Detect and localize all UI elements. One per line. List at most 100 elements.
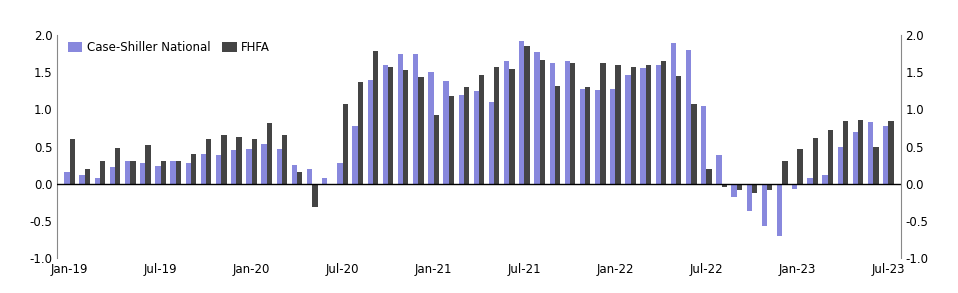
Bar [64, 173, 70, 184]
Bar [479, 74, 485, 184]
Bar [570, 63, 576, 184]
Bar [630, 67, 636, 184]
Bar [808, 178, 812, 184]
Bar [175, 161, 181, 184]
Legend: Case-Shiller National, FHFA: Case-Shiller National, FHFA [63, 37, 275, 59]
Bar [737, 184, 742, 190]
Bar [837, 146, 843, 184]
Bar [473, 91, 479, 184]
Bar [721, 184, 727, 187]
Bar [95, 178, 100, 184]
Bar [343, 104, 348, 184]
Bar [216, 155, 221, 184]
Bar [746, 184, 752, 211]
Bar [398, 54, 403, 184]
Bar [307, 169, 312, 184]
Bar [822, 175, 828, 184]
Bar [464, 87, 469, 184]
Bar [550, 63, 555, 184]
Bar [792, 184, 797, 189]
Bar [115, 148, 121, 184]
Bar [564, 61, 570, 184]
Bar [524, 46, 530, 184]
Bar [874, 146, 878, 184]
Bar [692, 104, 696, 184]
Bar [489, 102, 494, 184]
Bar [494, 67, 499, 184]
Bar [110, 167, 115, 184]
Bar [797, 149, 803, 184]
Bar [732, 184, 737, 197]
Bar [434, 115, 439, 184]
Bar [601, 63, 605, 184]
Bar [595, 90, 601, 184]
Bar [783, 161, 787, 184]
Bar [382, 65, 388, 184]
Bar [828, 130, 833, 184]
Bar [626, 75, 630, 184]
Bar [555, 86, 560, 184]
Bar [388, 67, 394, 184]
Bar [155, 166, 161, 184]
Bar [252, 139, 257, 184]
Bar [444, 81, 448, 184]
Bar [655, 65, 661, 184]
Bar [610, 89, 615, 184]
Bar [661, 61, 666, 184]
Bar [812, 138, 818, 184]
Bar [221, 135, 226, 184]
Bar [701, 106, 706, 184]
Bar [752, 184, 757, 193]
Bar [282, 135, 287, 184]
Bar [125, 161, 130, 184]
Bar [777, 184, 783, 236]
Bar [201, 154, 206, 184]
Bar [70, 139, 75, 184]
Bar [883, 126, 888, 184]
Bar [130, 161, 136, 184]
Bar [266, 123, 272, 184]
Bar [459, 95, 464, 184]
Bar [84, 169, 90, 184]
Bar [146, 145, 150, 184]
Bar [312, 184, 317, 207]
Bar [706, 169, 712, 184]
Bar [853, 132, 858, 184]
Bar [403, 70, 408, 184]
Bar [843, 121, 848, 184]
Bar [585, 87, 590, 184]
Bar [535, 52, 539, 184]
Bar [686, 50, 692, 184]
Bar [277, 149, 282, 184]
Bar [448, 96, 454, 184]
Bar [186, 163, 191, 184]
Bar [888, 120, 894, 184]
Bar [140, 163, 146, 184]
Bar [671, 42, 676, 184]
Bar [676, 76, 681, 184]
Bar [357, 82, 363, 184]
Bar [100, 161, 105, 184]
Bar [641, 68, 646, 184]
Bar [231, 150, 237, 184]
Bar [171, 161, 175, 184]
Bar [368, 80, 373, 184]
Bar [767, 184, 772, 190]
Bar [580, 89, 585, 184]
Bar [519, 41, 524, 184]
Bar [504, 61, 510, 184]
Bar [373, 52, 378, 184]
Bar [292, 165, 297, 184]
Bar [353, 126, 357, 184]
Bar [413, 54, 419, 184]
Bar [762, 184, 767, 226]
Bar [539, 60, 545, 184]
Bar [246, 149, 252, 184]
Bar [337, 163, 343, 184]
Bar [262, 144, 266, 184]
Bar [206, 139, 212, 184]
Bar [858, 120, 863, 184]
Bar [161, 161, 166, 184]
Bar [615, 65, 621, 184]
Bar [510, 69, 514, 184]
